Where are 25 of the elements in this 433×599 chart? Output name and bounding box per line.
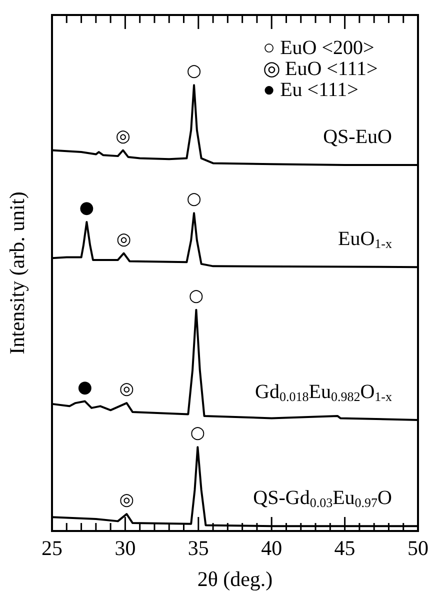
y-axis-title: Intensity (arb. unit) <box>5 192 29 354</box>
annotation: ○ <box>186 189 202 210</box>
text: ○ EuO <200> <box>263 37 374 59</box>
annotation: ○ <box>190 423 206 444</box>
series-label: EuO$_{1-x}$ <box>338 228 392 252</box>
x-axis-title: 2θ (deg.) <box>197 567 273 591</box>
x-tick-label: 50 <box>408 536 428 560</box>
annotation: ● <box>78 377 92 398</box>
annotation: ◎ <box>116 229 132 250</box>
x-tick-label: 45 <box>334 536 356 560</box>
series-label: Gd$_{0.018}$Eu$_{0.982}$O$_{1-x}$ <box>255 380 392 404</box>
annotation: ● <box>79 198 94 218</box>
series-label: QS-EuO <box>323 126 392 148</box>
annotation: ◎ <box>116 126 130 146</box>
annotation: ◎ <box>119 379 134 400</box>
x-tick-label: 40 <box>261 536 282 560</box>
x-tick-label: 25 <box>42 536 62 560</box>
annotation: ○ <box>188 286 204 306</box>
series-label: QS-Gd$_{0.03}$Eu$_{0.97}$O <box>253 487 392 510</box>
text: ◎ EuO <111> <box>263 58 378 80</box>
annotation: ● Eu <111> <box>263 79 358 101</box>
x-tick-label: 30 <box>114 536 136 560</box>
annotation: ○ <box>186 61 202 82</box>
annotation: ◎ <box>119 490 134 510</box>
x-tick-label: 35 <box>188 536 209 560</box>
